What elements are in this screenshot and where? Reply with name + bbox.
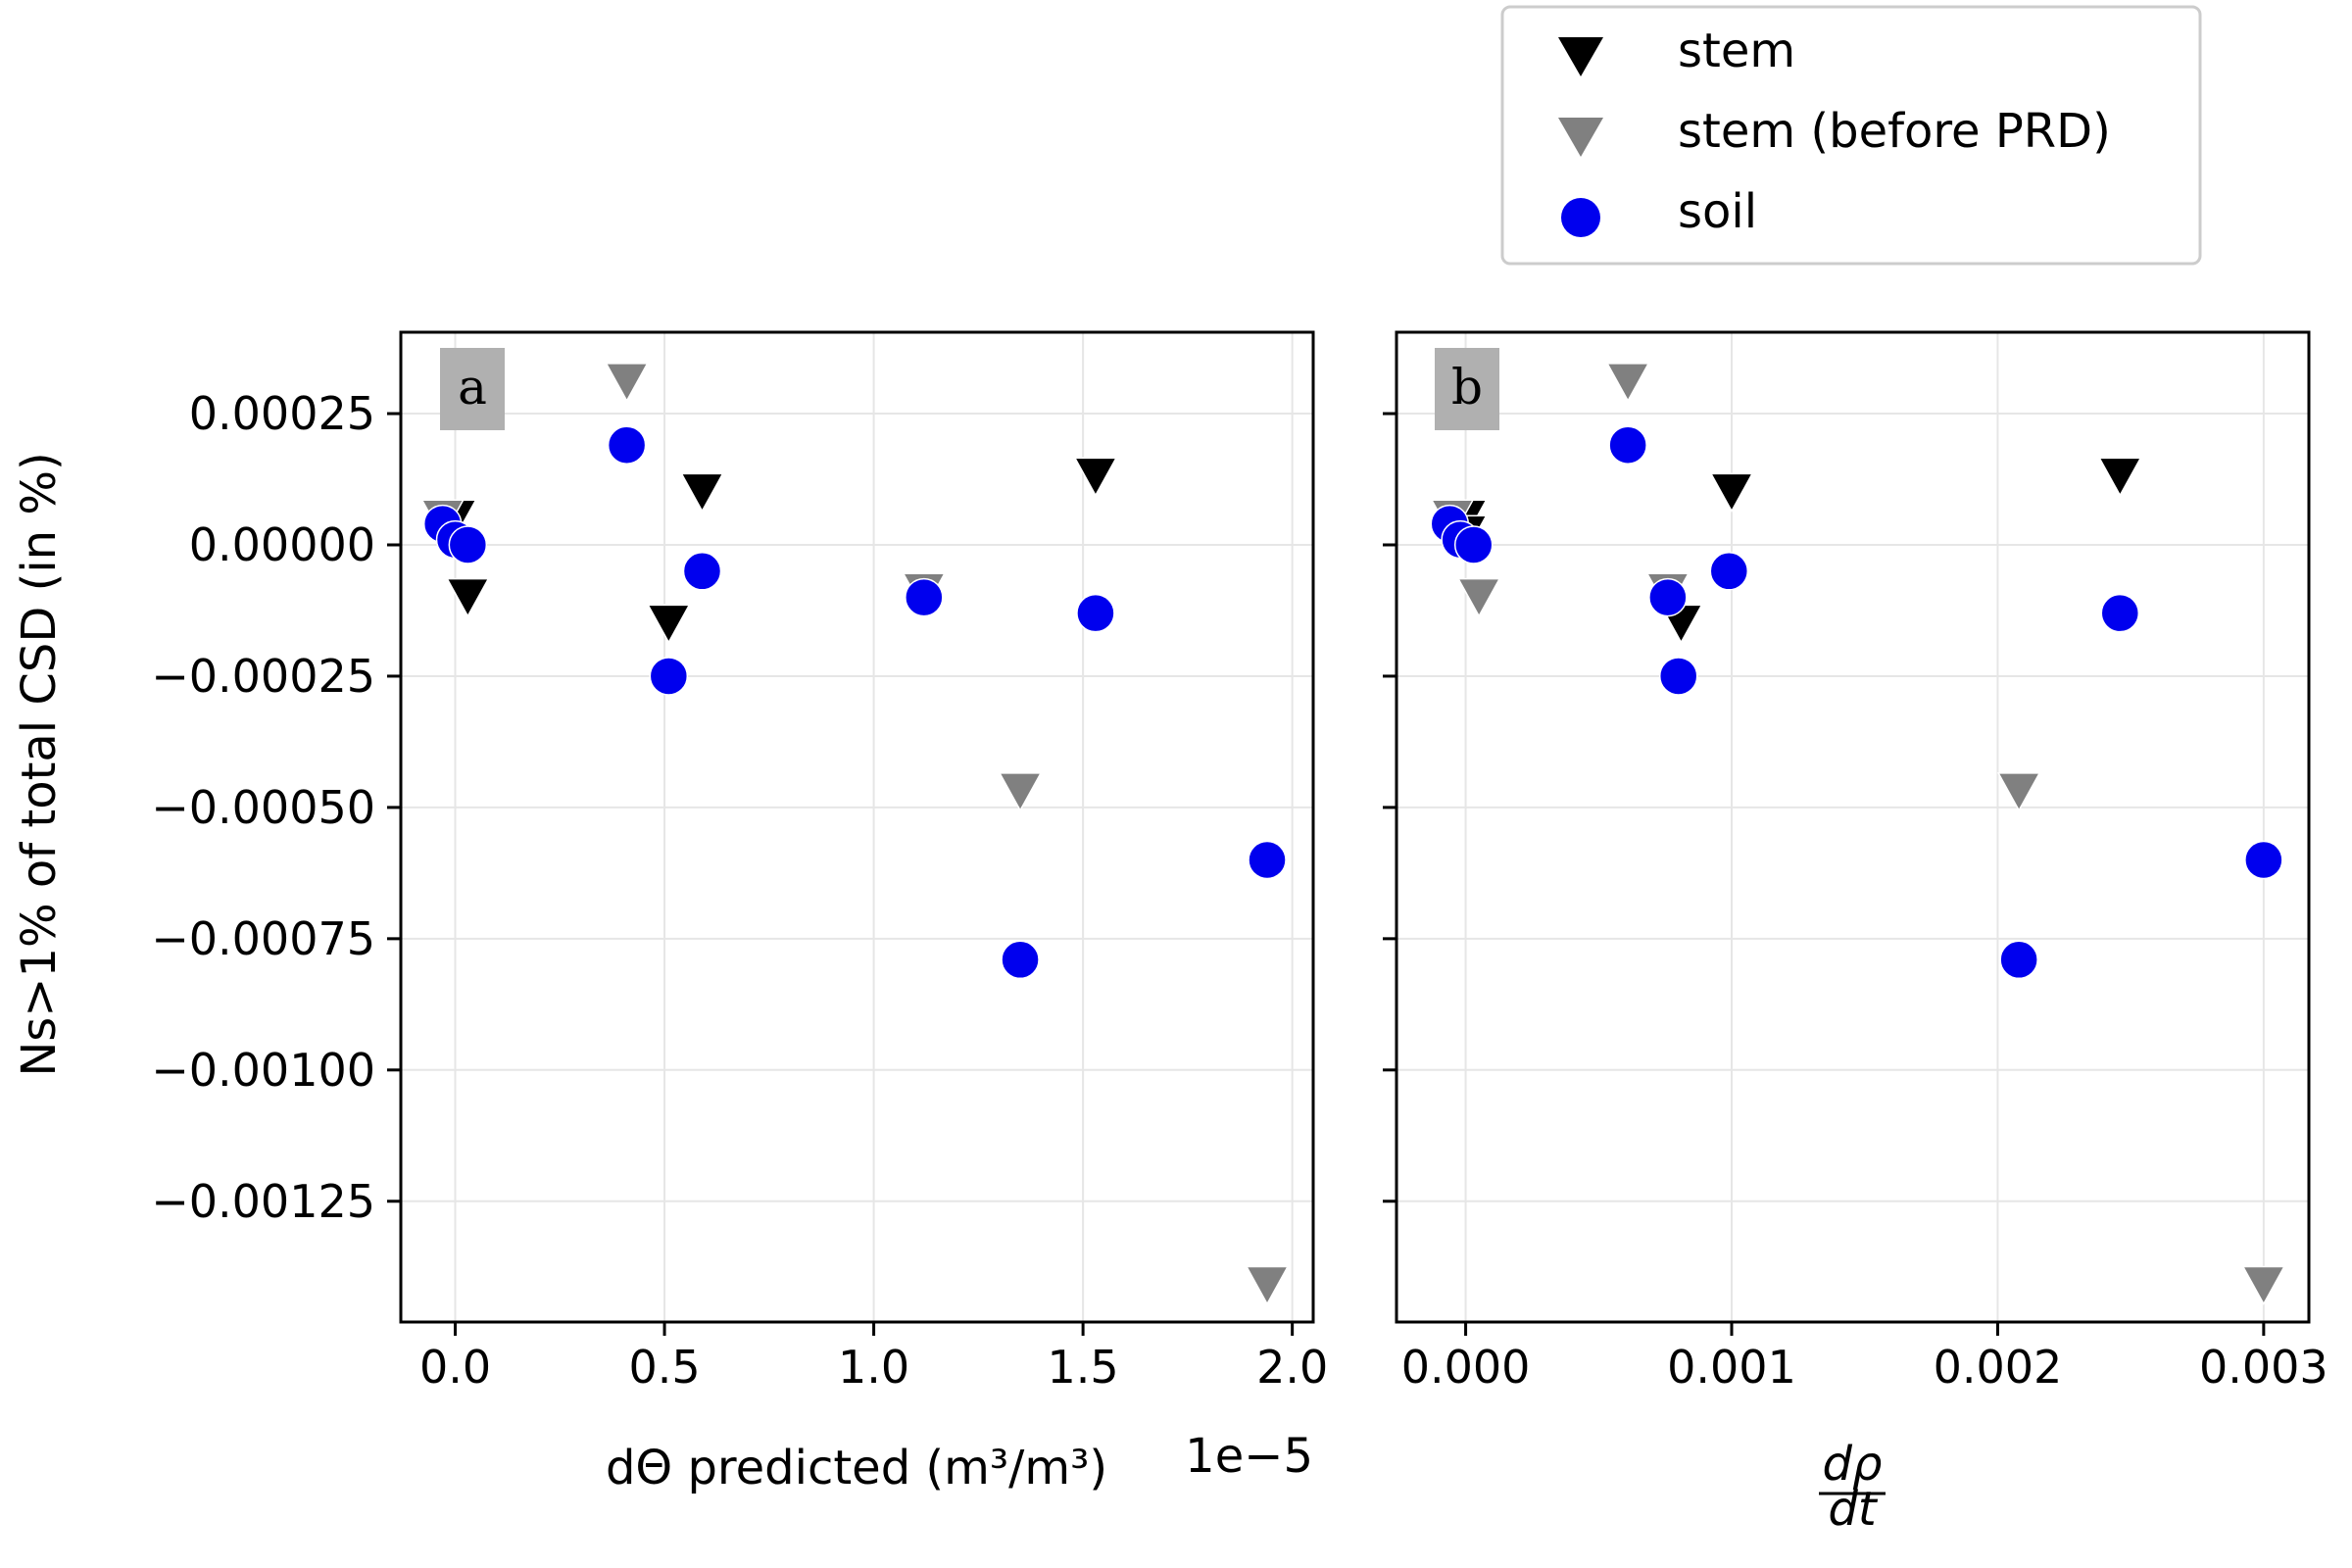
legend-label-stem-before-prd: stem (before PRD) — [1678, 104, 2111, 159]
panel-b-point-soil — [1709, 552, 1749, 591]
legend-item-stem-before-prd: stem (before PRD) — [1558, 104, 2111, 159]
panel-b-point-soil — [2244, 840, 2283, 880]
panel-b-point-stem — [2098, 457, 2142, 497]
panel-b-point-soil — [1608, 425, 1647, 465]
legend: stem stem (before PRD) soil — [1500, 5, 2202, 266]
panel-b-point-soil — [1999, 940, 2038, 980]
panel-a-point-soil — [1001, 940, 1040, 980]
legend-marker-stem — [1558, 37, 1603, 76]
y-tick-label: −0.00125 — [151, 1175, 375, 1228]
panel-b-point-soil — [1648, 577, 1688, 617]
panel-b-letter-box — [1435, 348, 1499, 430]
panel-b-point-stem — [1709, 472, 1754, 513]
panel-a-point-stem — [647, 604, 691, 644]
panel-a-points — [420, 363, 1290, 1306]
panel-a: 0.00025 0.00000 −0.00025 −0.00050 −0.00075 −0… — [151, 330, 1328, 1495]
legend-label-stem: stem — [1678, 24, 1795, 78]
panel-a-point-soil — [905, 577, 944, 617]
panel-a-point-soil — [607, 425, 647, 465]
y-tick-label: 0.00000 — [189, 518, 375, 571]
legend-item-stem: stem — [1558, 24, 1795, 78]
panel-b-x-axis-label-numerator: dρ — [1823, 1437, 1883, 1492]
y-tick-label: −0.00025 — [151, 650, 375, 703]
panel-b-point-stem-before-prd — [1456, 577, 1501, 618]
legend-frame — [1500, 5, 2202, 266]
panel-a-point-stem-before-prd — [605, 363, 649, 403]
panel-a-point-stem — [1073, 457, 1118, 497]
panel-a-x-axis-label: dΘ predicted (m³/m³) — [606, 1441, 1107, 1495]
panel-a-x-tick-label: 1.5 — [1048, 1341, 1119, 1394]
panel-b-x-tick-label: 0.000 — [1401, 1341, 1531, 1394]
y-tick-label: −0.00050 — [151, 781, 375, 834]
panel-b-frame — [1395, 330, 2311, 1324]
panel-a-x-offset-text: 1e−5 — [1185, 1429, 1313, 1484]
panel-b-point-soil — [1658, 657, 1698, 696]
panel-b-point-soil — [1453, 525, 1494, 564]
legend-item-soil: soil — [1561, 184, 1757, 239]
panel-b: 0.000 0.001 0.002 0.003 b dρ dt — [1383, 330, 2328, 1537]
panel-b-x-axis-label-denominator: dt — [1828, 1482, 1878, 1537]
panel-a-x-ticks: 0.0 0.5 1.0 1.5 2.0 — [419, 1322, 1328, 1394]
panel-b-point-stem-before-prd — [1605, 363, 1650, 403]
y-axis-label: Ns>1% of total CSD (in %) — [12, 452, 67, 1076]
panel-a-grid — [401, 332, 1313, 1322]
panel-b-x-tick-label: 0.001 — [1667, 1341, 1796, 1394]
panel-b-points — [1430, 363, 2286, 1306]
panel-a-x-tick-label: 1.0 — [838, 1341, 909, 1394]
panel-a-letter-box — [440, 348, 505, 430]
panel-a-point-soil — [448, 525, 488, 564]
panel-a-point-soil — [649, 657, 689, 696]
panel-b-x-ticks: 0.000 0.001 0.002 0.003 — [1401, 1322, 2328, 1394]
panel-a-point-stem — [446, 577, 490, 618]
panel-a-point-soil — [1076, 593, 1115, 633]
panel-a-point-stem-before-prd — [998, 772, 1043, 812]
panel-b-grid — [1396, 332, 2309, 1322]
panel-a-x-tick-label: 0.0 — [419, 1341, 491, 1394]
panel-b-x-tick-label: 0.003 — [2199, 1341, 2328, 1394]
panel-b-letter: b — [1451, 359, 1483, 416]
y-tick-label: −0.00075 — [151, 912, 375, 965]
panel-a-frame — [399, 330, 1315, 1324]
panel-a-letter: a — [458, 359, 487, 416]
panel-a-point-soil — [1248, 840, 1287, 880]
panel-a-point-soil — [682, 552, 722, 591]
panel-b-point-stem-before-prd — [2241, 1265, 2286, 1306]
panel-b-point-stem-before-prd — [1996, 772, 2041, 812]
panel-b-y-ticks — [1383, 412, 1396, 1203]
panel-a-point-stem — [680, 472, 724, 513]
y-tick-label: −0.00100 — [151, 1044, 375, 1097]
panel-b-point-soil — [2100, 593, 2140, 633]
panel-b-x-tick-label: 0.002 — [1934, 1341, 2063, 1394]
legend-marker-soil — [1561, 198, 1600, 237]
panel-a-x-tick-label: 2.0 — [1256, 1341, 1328, 1394]
legend-label-soil: soil — [1678, 184, 1757, 239]
legend-marker-stem-before-prd — [1558, 118, 1603, 157]
panel-a-y-ticks: 0.00025 0.00000 −0.00025 −0.00050 −0.00075 −0… — [151, 387, 401, 1228]
panel-a-x-tick-label: 0.5 — [628, 1341, 700, 1394]
panel-a-point-stem-before-prd — [1245, 1265, 1290, 1306]
y-tick-label: 0.00025 — [189, 387, 375, 440]
